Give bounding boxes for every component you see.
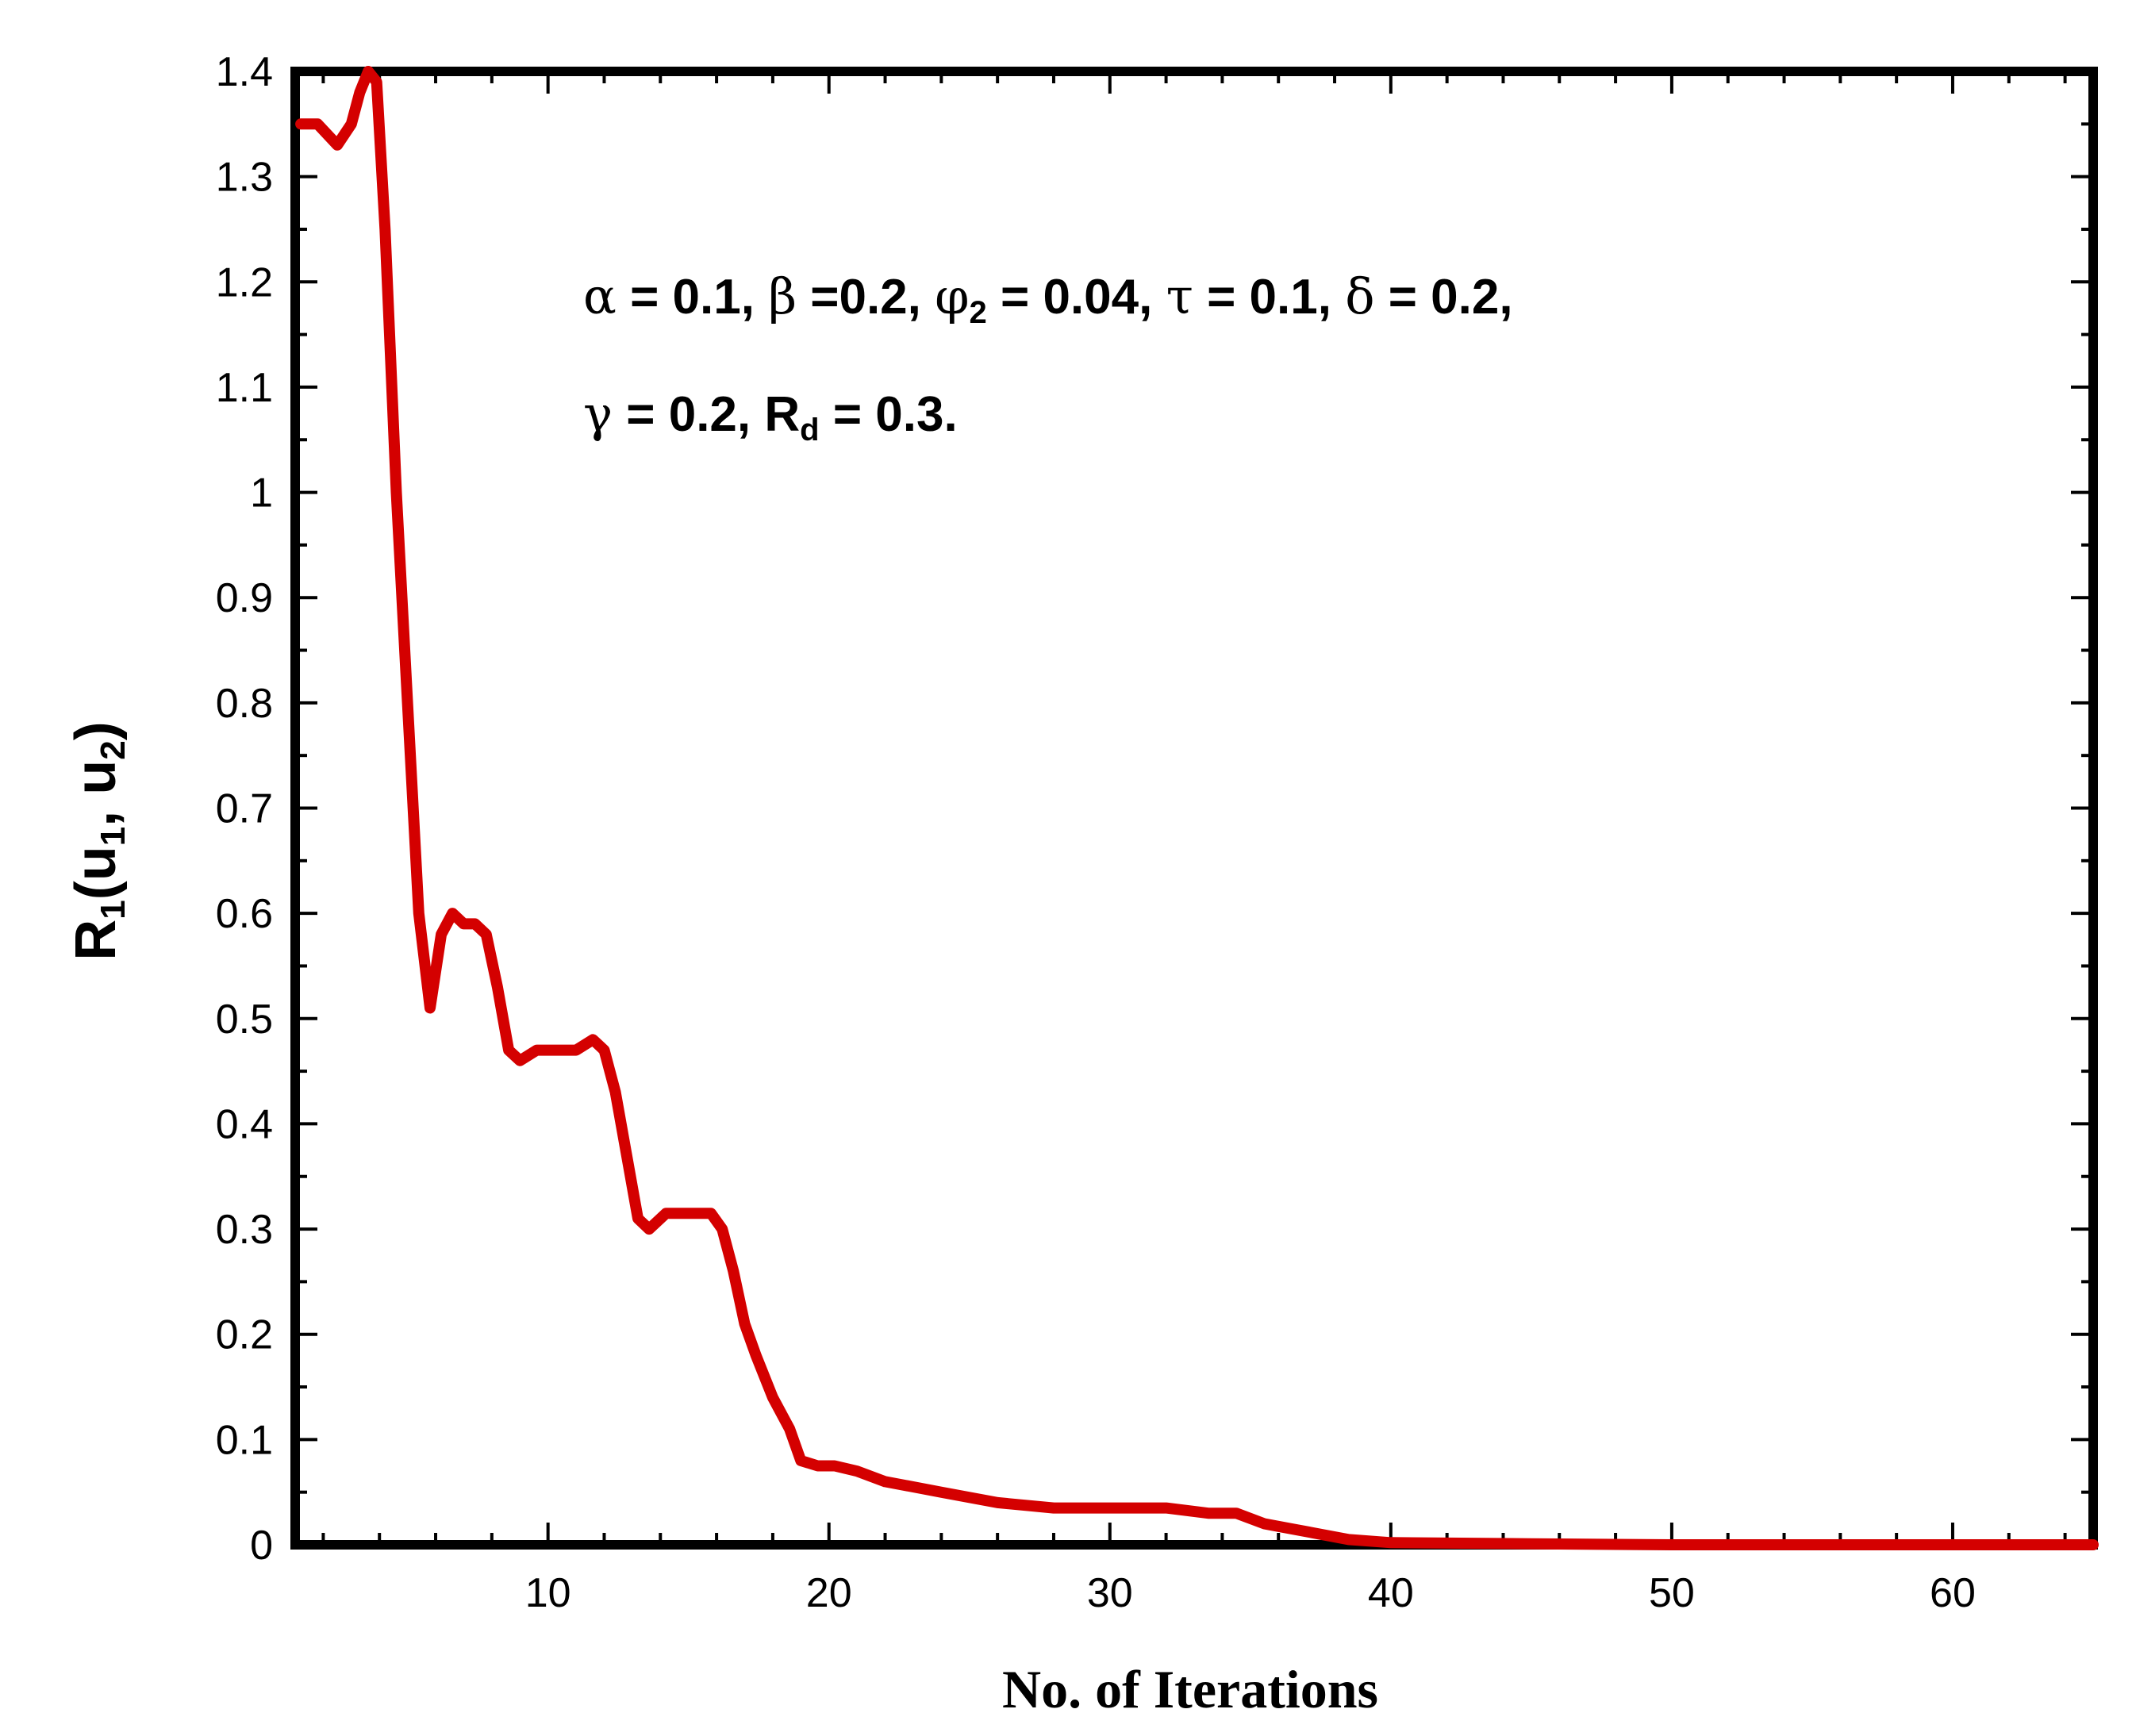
param-subscript: 2	[970, 295, 987, 330]
y-title-main: R	[64, 920, 128, 961]
x-tick-label: 10	[525, 1570, 571, 1616]
y-tick-label: 1.4	[216, 49, 273, 95]
param-value: = 0.2,	[1375, 270, 1513, 325]
x-tick-labels: 10 20 30 40 50 60	[525, 1570, 1976, 1616]
param-value: = 0.04,	[987, 270, 1166, 325]
y-tick-label: 0.9	[216, 575, 273, 621]
series-group	[295, 66, 2099, 1550]
param-symbol: R	[764, 387, 800, 442]
y-tick-label: 0.1	[216, 1417, 273, 1463]
param-value: = 0.2,	[613, 387, 764, 442]
y-tick-label: 1.1	[216, 365, 273, 411]
x-tick-label: 20	[806, 1570, 852, 1616]
annotation-line-1: α = 0.1, β =0.2, φ2 = 0.04, τ = 0.1, δ =…	[583, 267, 1513, 330]
x-tick-label: 30	[1087, 1570, 1133, 1616]
y-tick-label: 1.2	[216, 259, 273, 305]
x-tick-label: 60	[1930, 1570, 1976, 1616]
y-tick-label: 0.3	[216, 1207, 273, 1253]
annotation-line-2: γ = 0.2, Rd = 0.3.	[583, 385, 958, 447]
greek-symbol: γ	[583, 385, 613, 443]
param-value: = 0.1,	[617, 270, 768, 325]
param-subscript: d	[800, 413, 819, 447]
y-title-part: )	[64, 721, 128, 740]
y-tick-label: 0.5	[216, 997, 273, 1043]
y-tick-label: 1.3	[216, 155, 273, 201]
y-title-sub: 1	[94, 900, 133, 919]
y-axis-title: R1(u1, u2)	[64, 721, 133, 960]
x-axis-title: No. of Iterations	[1002, 1659, 1378, 1719]
greek-symbol: τ	[1166, 267, 1193, 325]
y-tick-label: 0	[250, 1523, 273, 1569]
y-title-part: , u	[64, 760, 128, 827]
y-title-sub: 2	[94, 740, 133, 759]
y-title-part: (u	[64, 846, 128, 900]
param-value: = 0.3.	[820, 387, 958, 442]
y-tick-label: 1	[250, 470, 273, 517]
param-value: = 0.1,	[1193, 270, 1345, 325]
greek-symbol: δ	[1345, 267, 1374, 325]
y-tick-label: 0.6	[216, 891, 273, 937]
series-line	[295, 66, 2099, 1550]
y-tick-label: 0.7	[216, 786, 273, 832]
param-value: =0.2,	[797, 270, 935, 325]
y-title-sub: 1	[94, 827, 133, 846]
y-tick-labels: 0 0.1 0.2 0.3 0.4 0.5 0.6 0.7 0.8 0.9 1 1.1 1.2 1.3 1.…	[216, 49, 273, 1569]
y-tick-label: 0.8	[216, 681, 273, 727]
y-tick-label: 0.2	[216, 1312, 273, 1358]
greek-symbol: φ	[935, 267, 969, 325]
greek-symbol: β	[768, 267, 797, 325]
parameter-annotation: α = 0.1, β =0.2, φ2 = 0.04, τ = 0.1, δ =…	[583, 267, 1513, 447]
x-tick-label: 40	[1368, 1570, 1414, 1616]
x-tick-label: 50	[1649, 1570, 1695, 1616]
greek-symbol: α	[583, 267, 617, 325]
y-tick-label: 0.4	[216, 1101, 273, 1147]
